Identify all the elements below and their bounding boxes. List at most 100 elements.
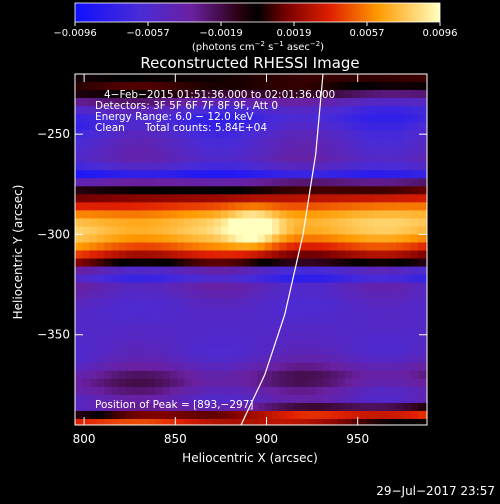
heatmap-cell [366,394,375,404]
heatmap-cell [75,98,83,107]
heatmap-cell [388,170,397,179]
heatmap-cell [133,242,142,252]
heatmap-cell [220,314,229,324]
heatmap-cell [257,90,266,99]
heatmap-cell [162,98,171,107]
heatmap-cell [417,394,426,404]
heatmap-cell [301,266,310,276]
heatmap-cell [301,306,310,316]
heatmap-cell [89,378,98,388]
heatmap-cell [323,138,331,147]
heatmap-cell [359,218,368,228]
heatmap-cell [82,202,91,211]
colorbar: −0.0096 −0.0057 −0.0019 0.0019 0.0057 0.0096 … [53,2,458,53]
heatmap-cell [250,378,258,388]
heatmap-cell [82,178,91,187]
heatmap-cell [191,146,200,155]
heatmap-cell [169,98,178,107]
heatmap-cell [191,354,200,364]
heatmap-cell [410,178,419,187]
heatmap-cell [235,122,244,131]
heatmap-cell [155,282,164,292]
heatmap-cell [359,202,368,211]
heatmap-cell [89,354,98,364]
heatmap-cell [352,98,361,107]
heatmap-cell [213,290,222,300]
heatmap-cell [366,114,375,123]
heatmap-cell [301,410,310,420]
heatmap-cell [264,418,273,425]
heatmap-cell [147,114,156,123]
heatmap-cell [250,282,258,292]
heatmap-cell [388,90,397,99]
heatmap-cell [344,130,353,139]
heatmap-cell [126,314,134,324]
heatmap-cell [206,330,215,340]
heatmap-cell [191,418,200,425]
heatmap-cell [301,226,310,236]
heatmap-cell [140,402,149,412]
heatmap-cell [184,250,193,260]
heatmap-cell [308,218,317,228]
heatmap-cell [271,410,280,420]
heatmap-cell [220,266,229,276]
heatmap-cell [264,98,273,107]
heatmap-cell [337,162,346,171]
heatmap-cell [257,394,266,404]
heatmap-cell [264,74,273,83]
heatmap-cell [359,258,368,268]
heatmap-cell [264,250,273,260]
heatmap-cell [366,290,375,300]
heatmap-cell [381,194,390,203]
heatmap-cell [111,290,120,300]
heatmap-cell [337,346,346,356]
heatmap-cell [235,210,244,220]
heatmap-cell [169,242,178,252]
heatmap-cell [279,146,288,155]
heatmap-cell [264,218,273,228]
heatmap-cell [330,354,339,364]
heatmap-cell [264,194,273,203]
heatmap-cell [250,218,258,228]
heatmap-cell [126,178,134,187]
heatmap-cell [315,274,324,284]
heatmap-cell [162,306,171,316]
heatmap-cell [425,386,427,396]
heatmap-cell [177,258,186,268]
heatmap-cell [75,122,83,131]
heatmap-cell [213,306,222,316]
heatmap-cell [133,162,142,171]
heatmap-cell [388,194,397,203]
heatmap-cell [155,114,164,123]
heatmap-cell [199,330,207,340]
heatmap-cell [352,114,361,123]
heatmap-cell [89,186,98,195]
heatmap-cell [337,354,346,364]
heatmap-cell [337,114,346,123]
heatmap-cell [366,250,375,260]
heatmap-cell [388,290,397,300]
heatmap-cell [220,170,229,179]
heatmap-cell [381,74,390,83]
heatmap-cell [352,162,361,171]
heatmap-cell [286,114,295,123]
heatmap-cell [359,154,368,163]
heatmap-cell [293,98,302,107]
heatmap-cell [271,114,280,123]
heatmap-cell [191,186,200,195]
heatmap-cell [235,186,244,195]
heatmap-cell [89,154,98,163]
heatmap-cell [395,410,404,420]
heatmap-cell [199,314,207,324]
heatmap-cell [403,242,412,252]
heatmap-cell [118,338,127,348]
heatmap-cell [118,330,127,340]
heatmap-cell [425,338,427,348]
heatmap-cell [286,370,295,380]
heatmap-cell [425,162,427,171]
heatmap-cell [155,330,164,340]
heatmap-cell [286,346,295,356]
heatmap-cell [104,306,113,316]
heatmap-cell [279,106,288,115]
